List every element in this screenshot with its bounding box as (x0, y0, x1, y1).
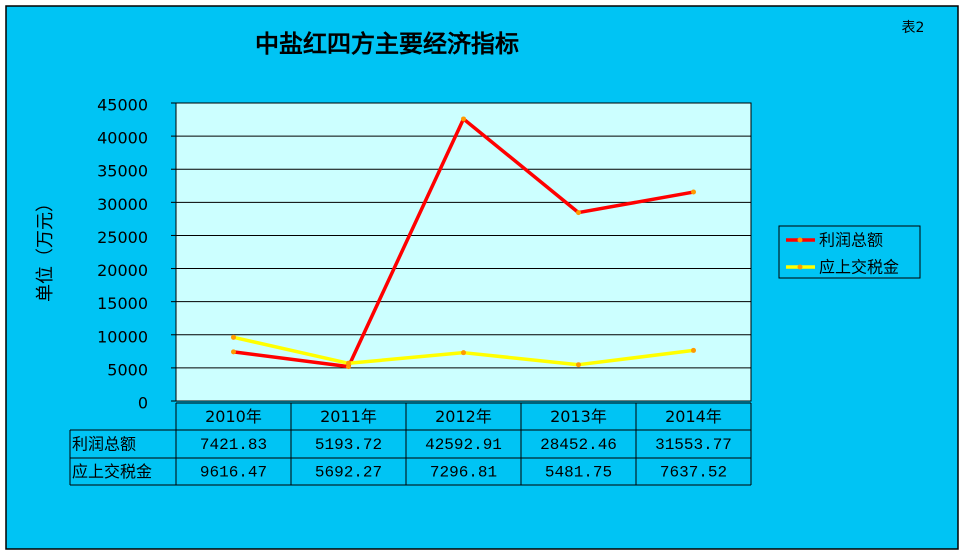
legend (778, 225, 921, 279)
point-marker (576, 210, 581, 216)
legend-marker (797, 264, 803, 270)
annotation: 表2 (902, 20, 925, 36)
table-row-label: 利润总额 (72, 435, 136, 454)
y-tick-label: 30000 (97, 195, 148, 214)
point-marker (461, 116, 466, 122)
x-tick-label: 2010年 (205, 407, 262, 426)
table-value: 5193.72 (315, 436, 382, 454)
point-marker (691, 347, 696, 353)
table-value: 42592.91 (425, 436, 502, 454)
x-tick-label: 2012年 (435, 407, 492, 426)
table-value: 5481.75 (545, 464, 612, 482)
table-value: 9616.47 (200, 464, 267, 482)
y-tick-label: 45000 (97, 96, 148, 115)
y-tick-label: 0 (138, 394, 148, 413)
point-marker (691, 189, 696, 195)
y-axis-label: 单位（万元） (35, 194, 56, 302)
legend-label: 应上交税金 (819, 258, 899, 277)
table-value: 31553.77 (655, 436, 732, 454)
legend-marker (797, 237, 803, 243)
point-marker (576, 362, 581, 368)
y-tick-label: 40000 (97, 129, 148, 148)
point-marker (231, 349, 236, 355)
table-value: 28452.46 (540, 436, 617, 454)
chart-title: 中盐红四方主要经济指标 (255, 30, 519, 58)
point-marker (231, 334, 236, 340)
x-tick-label: 2011年 (320, 407, 377, 426)
table-value: 7296.81 (430, 464, 497, 482)
table-value: 5692.27 (315, 464, 382, 482)
legend-label: 利润总额 (819, 231, 883, 250)
y-tick-label: 5000 (107, 360, 148, 379)
y-tick-label: 25000 (97, 228, 148, 247)
x-tick-label: 2013年 (550, 407, 607, 426)
table-value: 7637.52 (660, 464, 727, 482)
y-tick-label: 10000 (97, 327, 148, 346)
point-marker (461, 350, 466, 356)
point-marker (346, 360, 351, 366)
x-tick-label: 2014年 (665, 407, 722, 426)
table-value: 7421.83 (200, 436, 267, 454)
y-tick-label: 35000 (97, 162, 148, 181)
y-tick-label: 20000 (97, 261, 148, 280)
table-row-label: 应上交税金 (72, 462, 152, 481)
y-tick-label: 15000 (97, 294, 148, 313)
